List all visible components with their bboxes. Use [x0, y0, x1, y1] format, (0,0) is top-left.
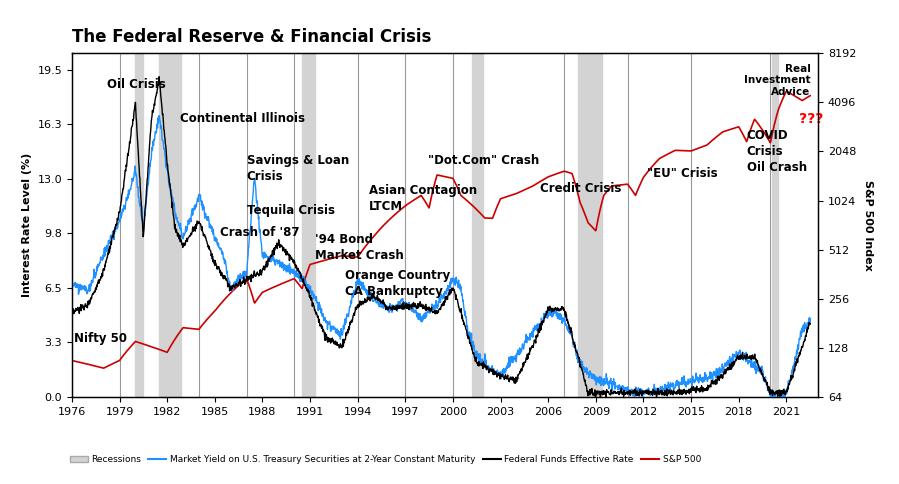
Text: Continental Illinois: Continental Illinois: [180, 112, 305, 125]
Bar: [772, 53, 779, 397]
Legend: Recessions, Market Yield on U.S. Treasury Securities at 2-Year Constant Maturity: Recessions, Market Yield on U.S. Treasur…: [66, 452, 705, 468]
Text: Nifty 50: Nifty 50: [74, 332, 127, 345]
Bar: [578, 53, 602, 397]
Bar: [136, 53, 143, 397]
Bar: [302, 53, 315, 397]
Text: COVID
Crisis
Oil Crash: COVID Crisis Oil Crash: [747, 129, 806, 174]
Bar: [159, 53, 182, 397]
Text: Orange Country
CA Bankruptcy: Orange Country CA Bankruptcy: [345, 270, 450, 299]
Text: Asian Contagion
LTCM: Asian Contagion LTCM: [369, 184, 477, 213]
Text: Crash of '87: Crash of '87: [219, 226, 299, 239]
Text: "EU" Crisis: "EU" Crisis: [646, 167, 717, 180]
Bar: [472, 53, 483, 397]
Text: Tequila Crisis: Tequila Crisis: [246, 204, 334, 217]
Text: ???: ???: [799, 112, 823, 126]
Y-axis label: Interest Rate Level (%): Interest Rate Level (%): [22, 153, 31, 297]
Text: Oil Crisis: Oil Crisis: [107, 78, 165, 91]
Text: Credit Crisis: Credit Crisis: [540, 182, 621, 196]
Y-axis label: S&P 500 Index: S&P 500 Index: [863, 180, 873, 271]
Text: Savings & Loan
Crisis: Savings & Loan Crisis: [246, 154, 349, 183]
Text: The Federal Reserve & Financial Crisis: The Federal Reserve & Financial Crisis: [72, 28, 432, 46]
Text: "Dot.Com" Crash: "Dot.Com" Crash: [428, 154, 539, 167]
Text: Real
Investment
Advice: Real Investment Advice: [744, 63, 811, 97]
Text: '94 Bond
Market Crash: '94 Bond Market Crash: [315, 233, 404, 262]
